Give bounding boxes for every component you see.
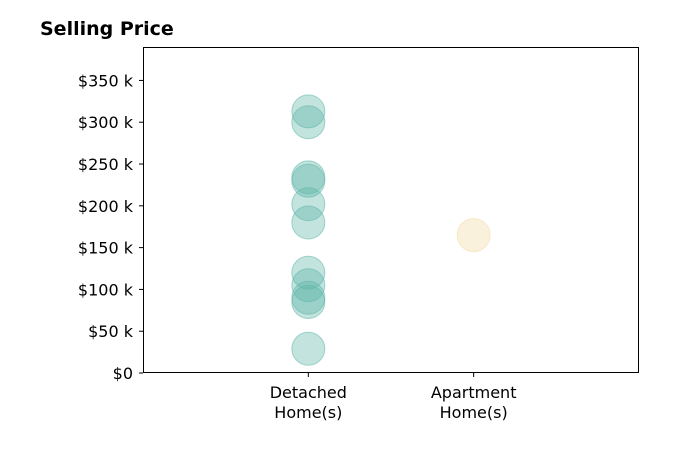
y-tick-label: $350 k bbox=[78, 71, 134, 90]
data-point bbox=[291, 255, 326, 290]
data-point bbox=[291, 160, 326, 195]
chart-title: Selling Price bbox=[40, 18, 174, 40]
y-tick-label: $150 k bbox=[78, 239, 134, 258]
x-tick-label: Detached Home(s) bbox=[270, 383, 347, 422]
y-tick-label: $100 k bbox=[78, 280, 134, 299]
data-point bbox=[291, 205, 326, 240]
y-tick-label: $50 k bbox=[88, 322, 134, 341]
data-point bbox=[291, 94, 326, 129]
data-point bbox=[291, 268, 326, 303]
y-tick-label: $0 bbox=[113, 364, 133, 383]
x-tick-label-line: Home(s) bbox=[440, 403, 508, 422]
y-axis: $0 $50 k $100 k $150 k $200 k $250 k $300 k $35… bbox=[78, 71, 143, 383]
x-tick-label-line: Home(s) bbox=[274, 403, 342, 422]
data-point bbox=[291, 187, 326, 222]
data-point bbox=[291, 280, 326, 315]
data-point bbox=[291, 105, 326, 140]
x-tick-label: Apartment Home(s) bbox=[431, 383, 517, 422]
data-points bbox=[291, 94, 491, 366]
plot-area-frame bbox=[143, 47, 639, 373]
x-tick-label-line: Apartment bbox=[431, 383, 517, 402]
y-tick-label: $300 k bbox=[78, 113, 134, 132]
x-tick-label-line: Detached bbox=[270, 383, 347, 402]
data-point bbox=[291, 331, 326, 366]
data-point bbox=[456, 218, 491, 253]
x-axis: Detached Home(s)Apartment Home(s) bbox=[270, 373, 517, 422]
y-tick-label: $200 k bbox=[78, 197, 134, 216]
y-tick-label: $250 k bbox=[78, 155, 134, 174]
